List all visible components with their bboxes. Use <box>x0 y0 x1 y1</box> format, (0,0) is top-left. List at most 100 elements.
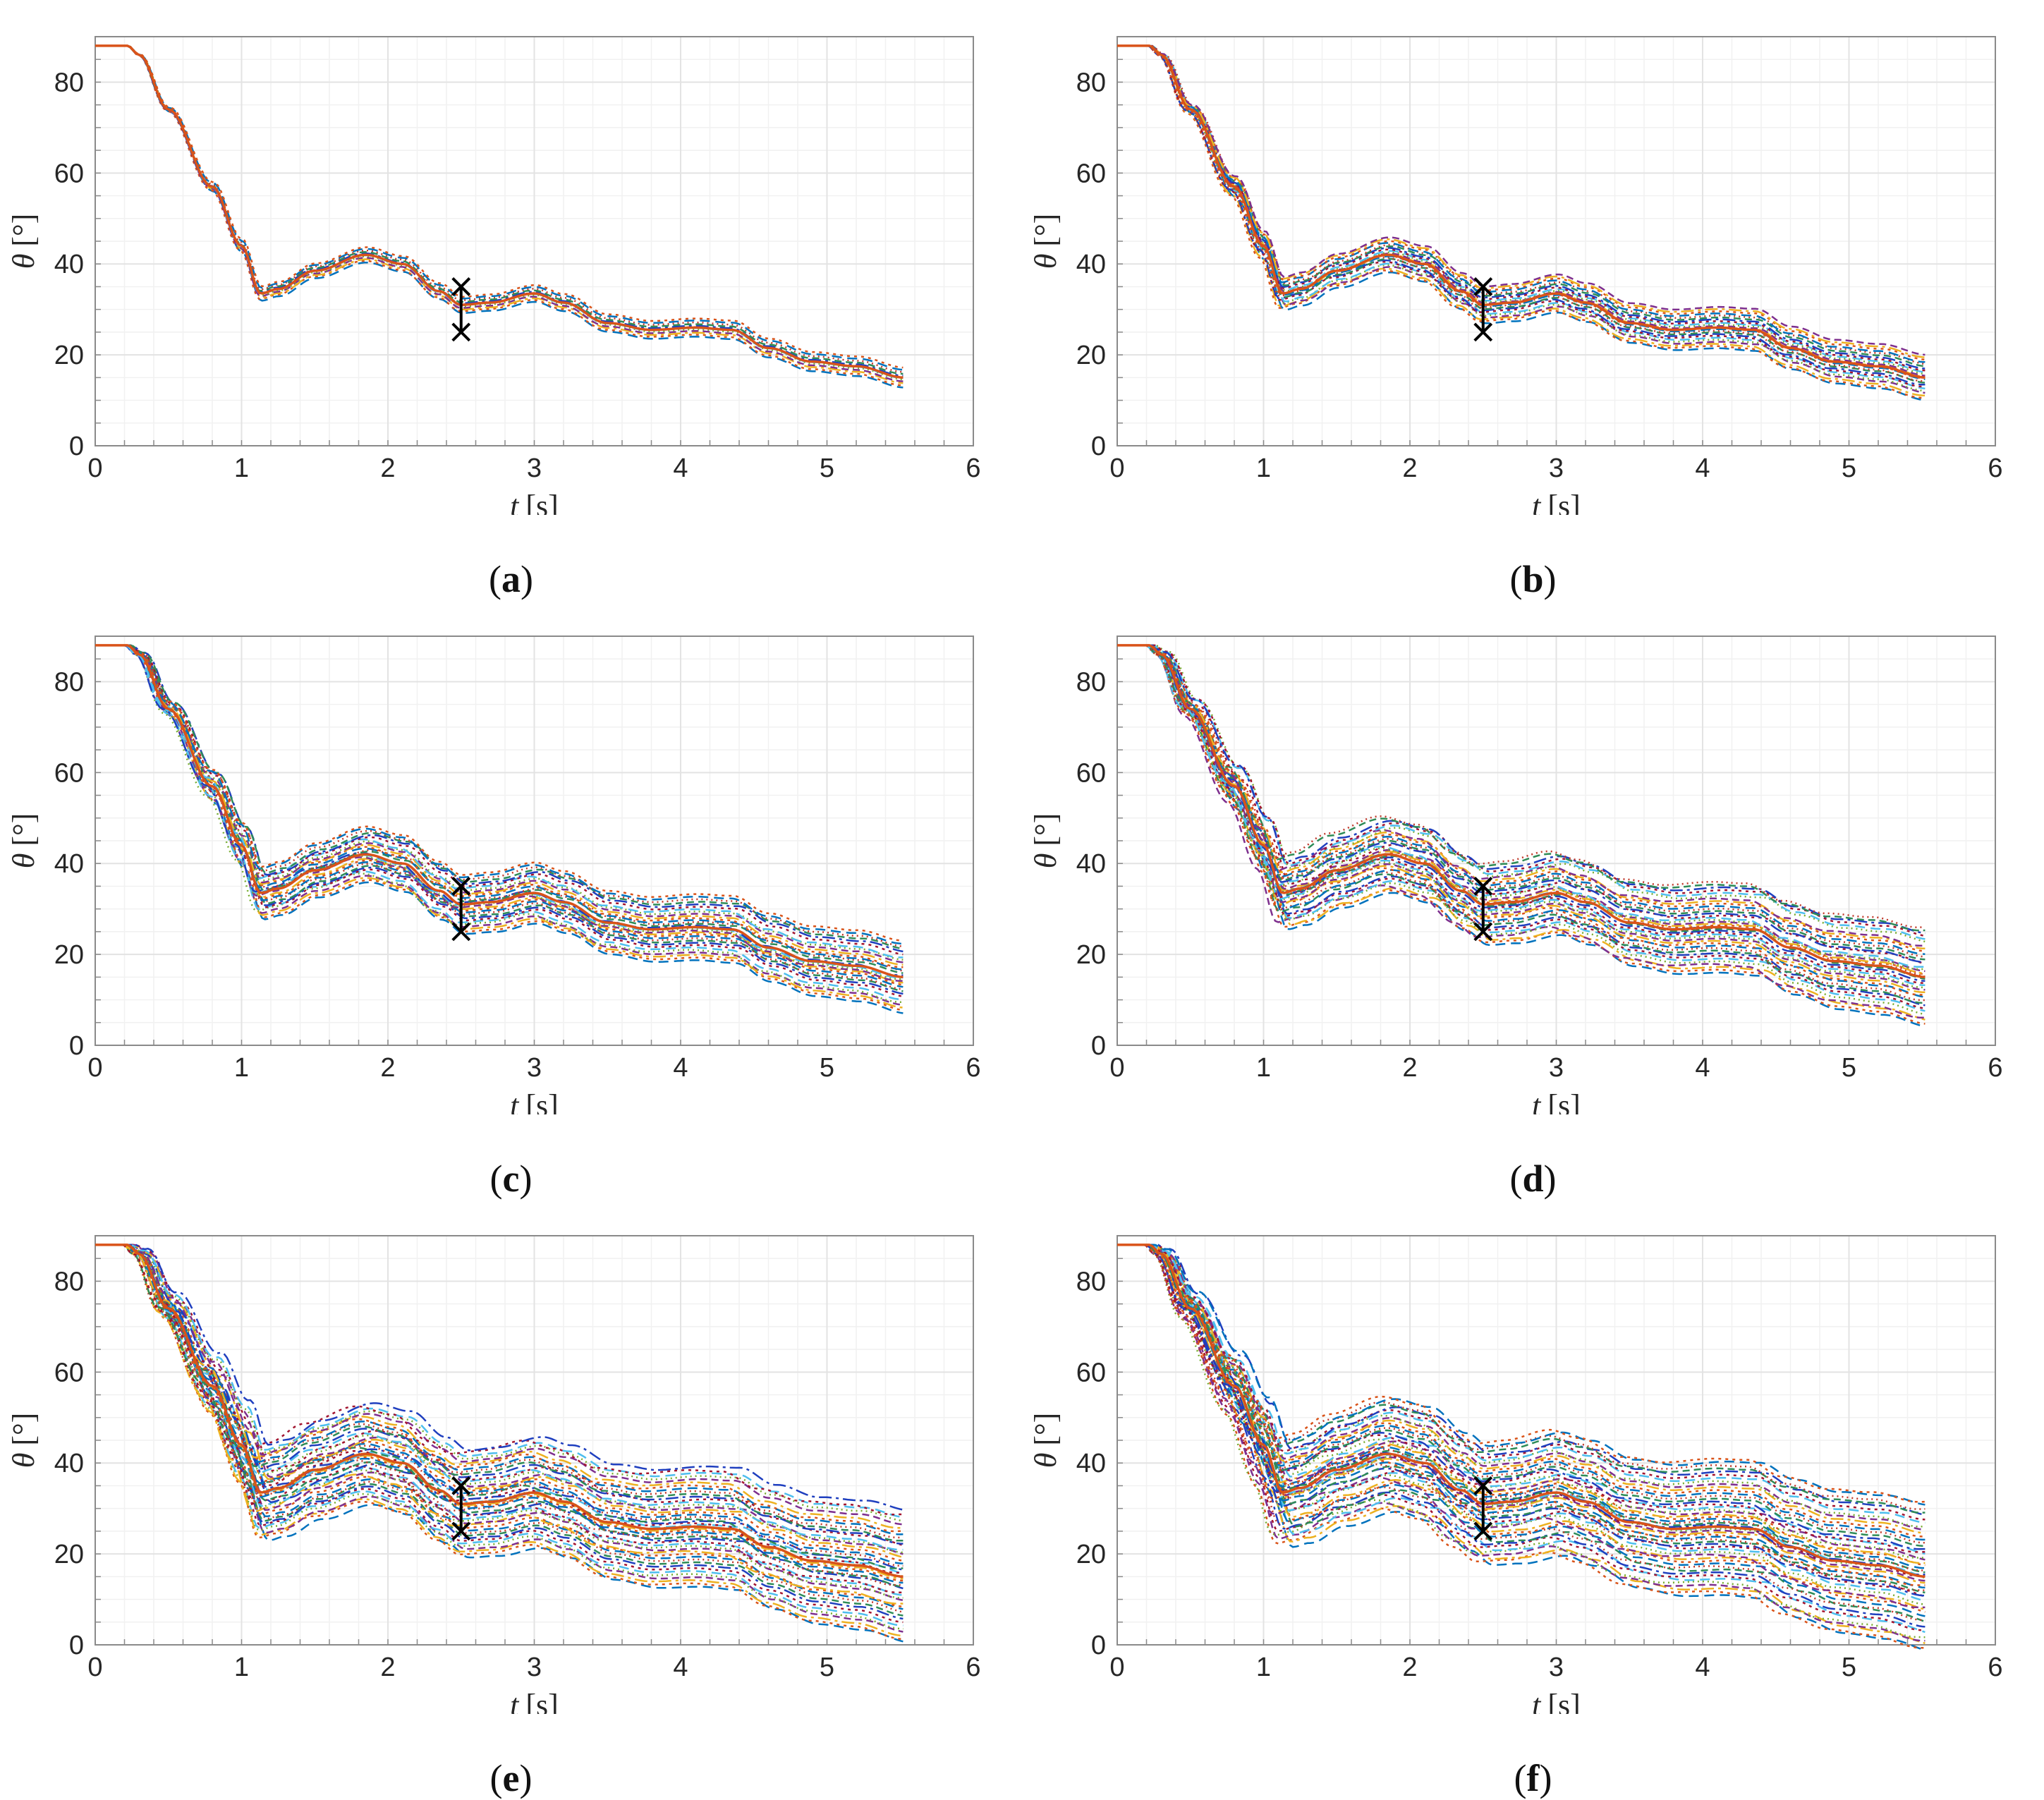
y-tick-label: 40 <box>1076 1449 1106 1478</box>
marker-cross <box>1473 922 1493 942</box>
y-tick-label: 80 <box>1076 667 1106 697</box>
y-axis-label: θ [°] <box>6 214 41 269</box>
y-axis-variable: θ <box>1028 1453 1063 1468</box>
nominal-curve <box>1117 644 1926 979</box>
perturbed-curve <box>1117 1243 1926 1506</box>
perturbed-curve <box>95 644 904 982</box>
perturbed-curve <box>95 644 904 992</box>
marker-cross <box>451 1521 471 1541</box>
caption-b-close-paren: ) <box>1543 558 1557 600</box>
interval-marker <box>1473 1476 1493 1541</box>
perturbed-curve <box>95 1243 904 1630</box>
x-tick-label: 2 <box>1402 1053 1417 1083</box>
perturbed-curve <box>1117 44 1926 384</box>
x-tick-label: 0 <box>87 1053 102 1083</box>
x-tick-label: 5 <box>820 1053 834 1083</box>
x-tick-label: 1 <box>1256 1053 1271 1083</box>
y-axis-unit: [°] <box>1028 1413 1063 1446</box>
y-axis-unit: [°] <box>1028 813 1063 846</box>
perturbed-curve <box>95 644 904 953</box>
marker-cross <box>1473 1476 1493 1495</box>
caption-f-open-paren: ( <box>1514 1757 1527 1799</box>
perturbed-curve <box>95 644 904 972</box>
x-tick-label: 5 <box>1842 1053 1856 1083</box>
x-tick-label: 1 <box>234 1053 249 1083</box>
y-tick-label: 0 <box>1091 432 1106 461</box>
perturbed-curve <box>1117 1243 1926 1541</box>
perturbed-curve <box>1117 44 1926 380</box>
perturbed-curve <box>1117 1243 1926 1571</box>
perturbed-curve <box>95 644 904 1006</box>
perturbed-curve <box>1117 644 1926 1012</box>
panel-a: 0 1 2 3 4 5 6 0 20 40 60 80 t [s] θ[°] (a) <box>0 0 1022 600</box>
x-tick-label: 1 <box>1256 1653 1271 1682</box>
perturbed-curve <box>1117 1243 1926 1645</box>
y-tick-label: 80 <box>1076 1267 1106 1296</box>
perturbed-curve <box>1117 44 1926 396</box>
y-tick-label: 40 <box>54 250 84 279</box>
x-axis-label: t [s] <box>1532 489 1581 515</box>
x-tick-label: 2 <box>380 1653 395 1682</box>
perturbed-curve <box>1117 44 1926 390</box>
caption-e-letter: e <box>502 1757 520 1799</box>
perturbed-curve <box>95 44 904 369</box>
interval-marker <box>1473 277 1493 342</box>
y-tick-label: 40 <box>1076 849 1106 879</box>
caption-f-close-paren: ) <box>1539 1757 1552 1799</box>
y-axis-variable: θ <box>6 254 41 269</box>
x-axis-variable: t <box>1532 489 1542 515</box>
y-tick-label: 40 <box>54 1449 84 1478</box>
perturbed-curve <box>1117 44 1926 367</box>
marker-cross <box>451 322 471 342</box>
perturbed-curve <box>95 1243 904 1637</box>
perturbed-curve <box>95 1243 904 1584</box>
nominal-curve <box>95 644 904 979</box>
perturbed-curve <box>1117 1243 1926 1567</box>
perturbed-curve <box>95 644 904 961</box>
perturbed-curve <box>1117 644 1926 996</box>
perturbed-curve <box>95 1243 904 1599</box>
curves <box>1117 644 1926 1028</box>
perturbed-curve <box>1117 44 1926 401</box>
panel-b: 0 1 2 3 4 5 6 0 20 40 60 80 t [s] θ[°] (b) <box>1022 0 2044 600</box>
caption-d-letter: d <box>1522 1157 1544 1200</box>
x-tick-label: 5 <box>820 454 834 483</box>
nominal-curve <box>95 1243 904 1579</box>
perturbed-curve <box>95 1243 904 1551</box>
perturbed-curve <box>95 1243 904 1564</box>
y-tick-label: 60 <box>54 1358 84 1387</box>
marker-cross <box>451 277 471 296</box>
caption-c: (c) <box>0 1157 1022 1200</box>
x-tick-label: 2 <box>1402 454 1417 483</box>
perturbed-curve <box>1117 1243 1926 1642</box>
y-tick-label: 20 <box>54 940 84 970</box>
y-tick-label: 40 <box>1076 250 1106 279</box>
perturbed-curve <box>1117 44 1926 388</box>
y-tick-label: 0 <box>69 1631 84 1660</box>
perturbed-curve <box>95 1243 904 1574</box>
x-tick-label: 4 <box>1695 1653 1710 1682</box>
x-tick-label: 6 <box>966 1653 980 1682</box>
y-axis-unit: [°] <box>6 214 41 247</box>
x-axis-unit: [s] <box>1547 1088 1580 1114</box>
y-tick-label: 80 <box>54 667 84 697</box>
y-axis-label: θ [°] <box>1028 813 1063 869</box>
perturbed-curve <box>95 1243 904 1596</box>
y-axis-label: θ [°] <box>6 1413 41 1468</box>
x-tick-label: 0 <box>1109 1053 1124 1083</box>
x-tick-label: 6 <box>1988 454 2002 483</box>
interval-marker <box>451 877 471 942</box>
perturbed-curve <box>1117 1243 1926 1561</box>
x-tick-label: 5 <box>1842 1653 1856 1682</box>
y-tick-label: 20 <box>1076 1540 1106 1569</box>
caption-c-close-paren: ) <box>519 1157 533 1200</box>
perturbed-curve <box>95 1243 904 1620</box>
perturbed-curve <box>1117 644 1926 943</box>
perturbed-curve <box>95 1243 904 1547</box>
perturbed-curve <box>95 1243 904 1624</box>
caption-e-close-paren: ) <box>519 1757 533 1799</box>
perturbed-curve <box>1117 1243 1926 1591</box>
